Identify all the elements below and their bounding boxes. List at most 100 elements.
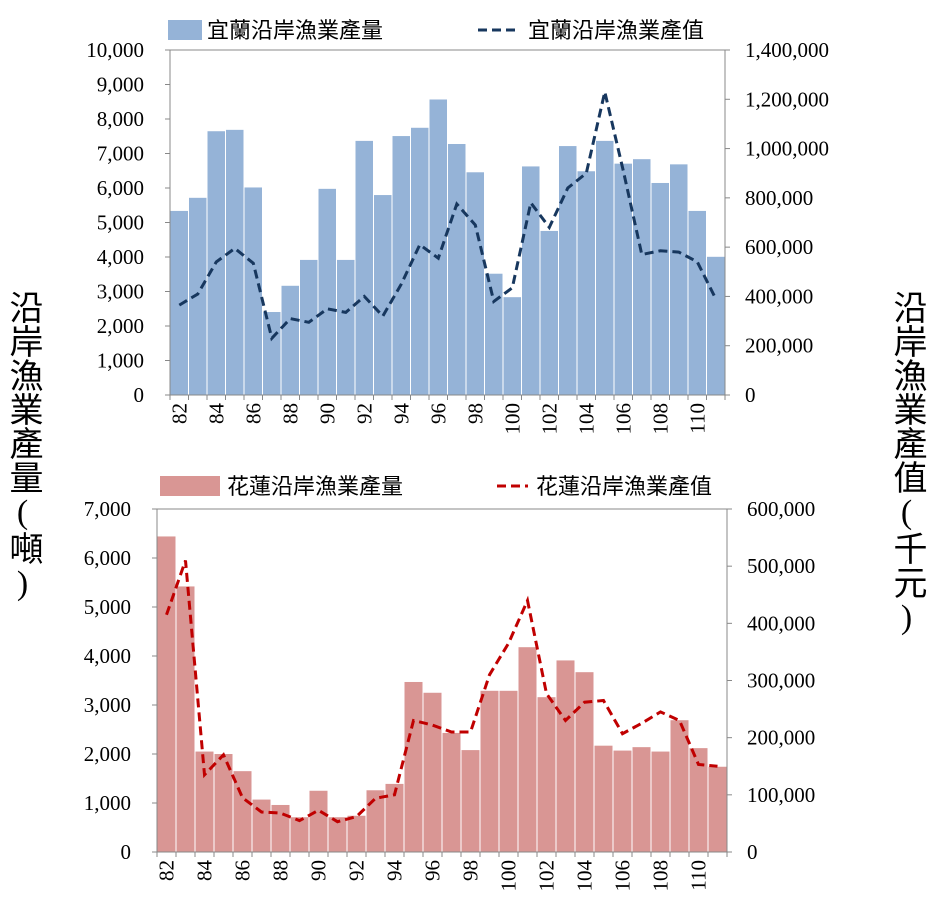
x-tick-label: 90 xyxy=(315,403,339,424)
y-left-tick-label: 4,000 xyxy=(97,245,144,269)
x-tick-label: 104 xyxy=(574,403,598,435)
y-left-tick-label: 10,000 xyxy=(86,38,144,62)
bar-104 xyxy=(576,170,596,396)
bar-109 xyxy=(669,163,689,396)
bar-97 xyxy=(441,731,462,853)
bar-101 xyxy=(521,165,541,396)
bar-92 xyxy=(346,814,367,853)
y-right-tick-label: 500,000 xyxy=(747,554,815,578)
bar-93 xyxy=(365,789,386,853)
y-right-tick-label: 1,400,000 xyxy=(745,38,829,62)
bar-88 xyxy=(280,284,300,396)
x-tick-label: 92 xyxy=(352,403,376,424)
bar-111 xyxy=(706,255,726,396)
x-tick-label: 102 xyxy=(537,403,561,435)
bar-100 xyxy=(498,689,519,853)
bar-83 xyxy=(188,196,208,396)
bar-106 xyxy=(612,749,633,853)
bar-100 xyxy=(502,296,522,396)
x-tick-label: 98 xyxy=(463,403,487,424)
y-left-title: 沿岸漁業產量(噸) xyxy=(4,290,41,602)
x-tick-label: 88 xyxy=(278,403,302,424)
y-left-tick-label: 3,000 xyxy=(84,693,131,717)
y-right-tick-label: 1,200,000 xyxy=(745,87,829,111)
y-left-tick-label: 0 xyxy=(134,383,145,407)
x-tick-label: 100 xyxy=(497,860,521,892)
bar-97 xyxy=(447,142,467,396)
bar-90 xyxy=(308,789,329,853)
bar-99 xyxy=(484,272,504,396)
x-tick-label: 84 xyxy=(193,860,217,882)
x-tick-label: 106 xyxy=(611,403,635,435)
legend-bar-label: 花蓮沿岸漁業產量 xyxy=(227,474,403,499)
x-tick-label: 96 xyxy=(426,403,450,424)
legend-line-label: 宜蘭沿岸漁業產值 xyxy=(528,18,704,43)
bar-108 xyxy=(650,750,671,853)
y-right-title: 沿岸漁業產值(千元) xyxy=(888,290,925,636)
bar-82 xyxy=(156,535,177,853)
bar-98 xyxy=(465,171,485,396)
bar-96 xyxy=(422,691,443,853)
bar-107 xyxy=(631,746,652,853)
y-left-tick-label: 9,000 xyxy=(97,73,144,97)
bar-108 xyxy=(650,181,670,396)
x-tick-label: 110 xyxy=(685,403,709,434)
bar-98 xyxy=(460,749,481,853)
bar-93 xyxy=(373,194,393,396)
bar-92 xyxy=(354,139,374,396)
y-left-tick-label: 8,000 xyxy=(97,107,144,131)
y-left-tick-label: 2,000 xyxy=(97,314,144,338)
y-left-tick-label: 6,000 xyxy=(97,176,144,200)
y-right-tick-label: 600,000 xyxy=(745,235,813,259)
bar-85 xyxy=(225,128,245,396)
y-right-tick-label: 200,000 xyxy=(745,334,813,358)
bar-110 xyxy=(687,209,707,396)
x-tick-label: 82 xyxy=(155,860,179,881)
bar-83 xyxy=(175,585,196,853)
x-tick-label: 94 xyxy=(389,403,413,425)
y-right-tick-label: 600,000 xyxy=(747,497,815,521)
y-left-tick-label: 4,000 xyxy=(84,644,131,668)
line-series-hualien xyxy=(165,560,718,824)
bar-95 xyxy=(403,680,424,853)
y-left-tick-label: 1,000 xyxy=(84,791,131,815)
x-tick-label: 86 xyxy=(241,403,265,424)
x-tick-label: 88 xyxy=(269,860,293,881)
y-right-tick-label: 200,000 xyxy=(747,726,815,750)
y-left-tick-label: 5,000 xyxy=(84,595,131,619)
line-series-yilan xyxy=(178,91,718,342)
bar-101 xyxy=(517,646,538,853)
y-right-tick-label: 0 xyxy=(745,383,756,407)
x-tick-label: 108 xyxy=(648,403,672,435)
x-tick-label: 82 xyxy=(167,403,191,424)
x-tick-label: 94 xyxy=(383,860,407,882)
bar-106 xyxy=(613,162,633,396)
y-right-tick-label: 300,000 xyxy=(747,669,815,693)
x-tick-label: 86 xyxy=(231,860,255,881)
bar-89 xyxy=(299,258,319,396)
x-tick-label: 98 xyxy=(459,860,483,881)
legend-bar-swatch xyxy=(160,476,220,496)
bar-111 xyxy=(707,765,728,853)
bar-105 xyxy=(595,139,615,396)
bar-90 xyxy=(317,187,337,396)
x-tick-label: 108 xyxy=(649,860,673,892)
bar-103 xyxy=(558,145,578,396)
yilan-chart: 0 1,000 2,000 3,000 4,000 5,000 6,000 7,000 8,00… xyxy=(86,18,829,435)
x-tick-label: 110 xyxy=(687,860,711,891)
bar-105 xyxy=(593,744,614,853)
y-right-tick-label: 400,000 xyxy=(745,284,813,308)
y-right-tick-label: 400,000 xyxy=(747,611,815,635)
x-tick-label: 96 xyxy=(421,860,445,881)
y-right-tick-label: 0 xyxy=(747,840,758,864)
y-left-tick-label: 0 xyxy=(121,840,132,864)
bar-87 xyxy=(262,311,282,396)
legend-line-label: 花蓮沿岸漁業產值 xyxy=(536,474,712,499)
y-right-tick-label: 800,000 xyxy=(745,186,813,210)
legend-bar-label: 宜蘭沿岸漁業產量 xyxy=(207,18,383,43)
x-tick-label: 90 xyxy=(307,860,331,881)
x-tick-label: 92 xyxy=(345,860,369,881)
x-tick-label: 102 xyxy=(535,860,559,892)
bar-104 xyxy=(574,671,595,853)
